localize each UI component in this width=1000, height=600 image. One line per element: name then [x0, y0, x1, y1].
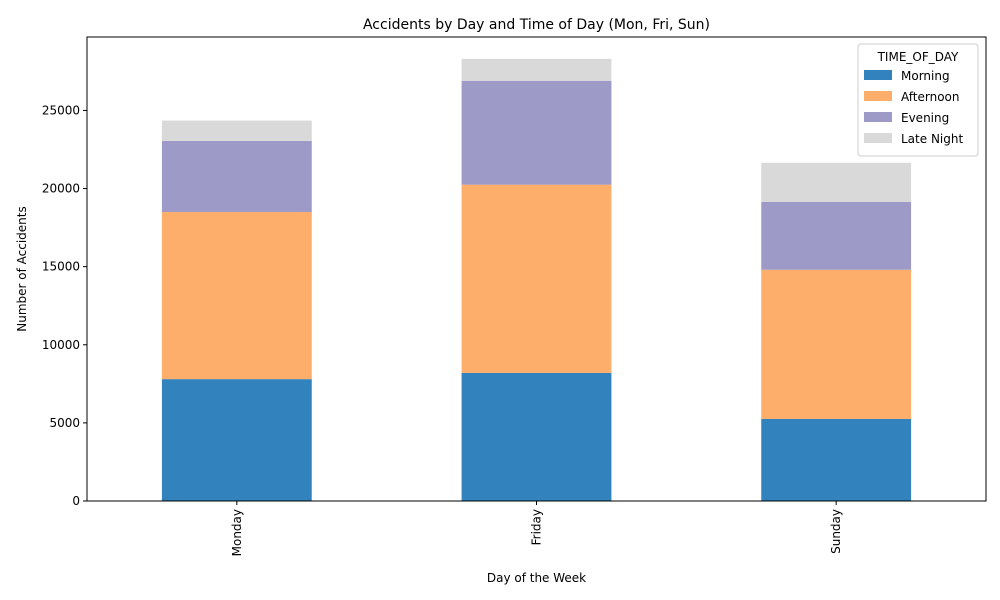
y-tick-label: 15000: [42, 260, 80, 274]
y-axis: 0 5000 10000 15000 20000 25000: [42, 103, 87, 508]
bars-group: [161, 58, 912, 501]
legend: TIME_OF_DAY Morning Afternoon Evening Late …: [857, 43, 979, 157]
bar-monday-morning: [161, 379, 312, 501]
legend-items: Morning Afternoon Evening Late Night: [864, 69, 963, 146]
bar-friday-evening: [461, 80, 612, 185]
bar-monday-afternoon: [161, 211, 312, 380]
legend-title: TIME_OF_DAY: [877, 50, 959, 64]
bar-sunday-late-night: [761, 162, 912, 202]
y-tick-label: 20000: [42, 182, 80, 196]
y-tick-label: 25000: [42, 103, 80, 117]
bar-monday-evening: [161, 140, 312, 212]
y-tick-label: 5000: [49, 416, 80, 430]
plot-frame: [86, 36, 987, 502]
legend-label: Morning: [901, 69, 950, 83]
x-axis-label: Day of the Week: [487, 571, 586, 585]
x-tick-label: Sunday: [829, 509, 843, 554]
legend-swatch: [864, 112, 892, 122]
y-axis-label: Number of Accidents: [15, 206, 29, 332]
legend-swatch: [864, 70, 892, 80]
legend-label: Late Night: [901, 132, 963, 146]
bar-friday-afternoon: [461, 184, 612, 373]
chart-title: Accidents by Day and Time of Day (Mon, F…: [363, 17, 710, 33]
bar-sunday-afternoon: [761, 269, 912, 419]
y-tick-label: 10000: [42, 338, 80, 352]
legend-label: Afternoon: [901, 90, 960, 104]
bar-friday-morning: [461, 372, 612, 501]
bar-monday-late-night: [161, 120, 312, 141]
x-tick-label: Friday: [530, 509, 544, 545]
y-tick-label: 0: [72, 494, 80, 508]
legend-swatch: [864, 91, 892, 101]
bar-sunday-evening: [761, 201, 912, 270]
legend-swatch: [864, 133, 892, 143]
bar-sunday-morning: [761, 418, 912, 501]
legend-label: Evening: [901, 111, 949, 125]
bar-friday-late-night: [461, 58, 612, 81]
x-axis: Monday Friday Sunday: [230, 501, 843, 556]
x-tick-label: Monday: [230, 509, 244, 556]
